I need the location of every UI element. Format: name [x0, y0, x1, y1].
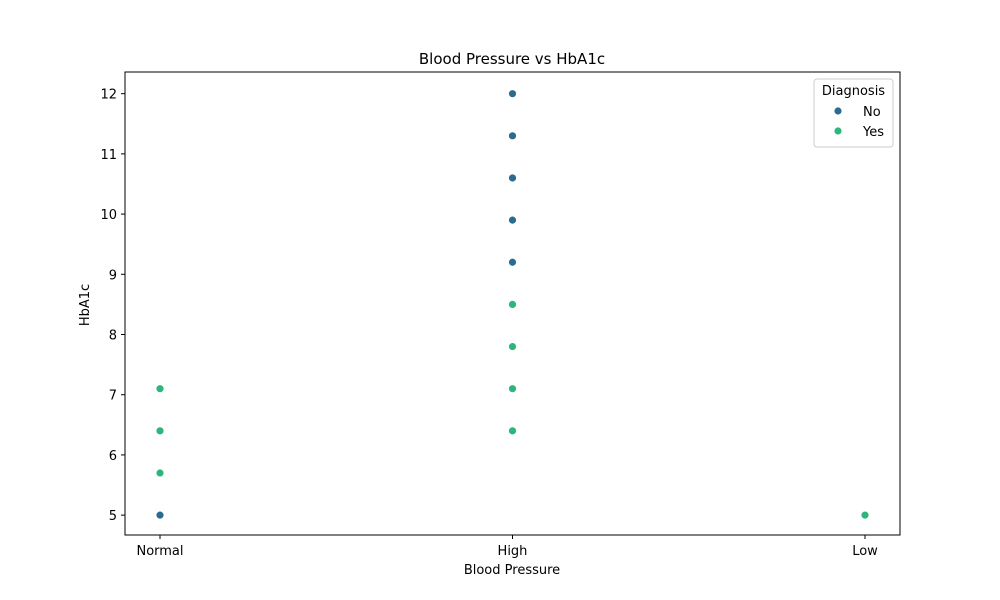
chart-title: Blood Pressure vs HbA1c	[419, 50, 605, 68]
data-point-yes	[155, 384, 165, 394]
axes: 5 6 7 8 9 10 11 12 Normal High Low	[100, 71, 901, 559]
data-point-yes	[860, 510, 870, 520]
data-point-no	[508, 215, 517, 225]
y-tick-label: 9	[109, 268, 117, 283]
x-tick-label: High	[498, 544, 528, 559]
legend-title: Diagnosis	[822, 84, 885, 99]
legend-marker-yes	[833, 126, 843, 136]
data-point-yes	[155, 426, 165, 436]
data-point-yes	[508, 300, 517, 309]
y-axis-label: HbA1c	[78, 284, 93, 326]
y-tick-label: 11	[100, 148, 117, 163]
x-axis-label: Blood Pressure	[464, 563, 560, 578]
y-tick-label: 8	[109, 329, 117, 344]
x-tick-label: Normal	[136, 544, 183, 559]
data-point-yes	[155, 468, 165, 478]
y-tick-label: 7	[109, 389, 117, 404]
y-tick-label: 5	[109, 509, 117, 524]
data-point-no	[155, 510, 165, 520]
y-tick-label: 10	[100, 208, 117, 223]
data-point-no	[508, 257, 517, 267]
data-point-yes	[508, 342, 517, 351]
legend-label-yes: Yes	[862, 125, 884, 140]
legend-label-no: No	[863, 105, 881, 120]
data-point-yes	[508, 384, 517, 394]
data-point-yes	[508, 426, 517, 436]
legend-marker-no	[833, 106, 843, 116]
x-tick-label: Low	[852, 544, 878, 559]
data-point-no	[508, 89, 517, 99]
data-point-no	[508, 131, 517, 141]
legend: Diagnosis No Yes	[813, 78, 894, 148]
data-point-no	[508, 173, 517, 183]
y-tick-label: 12	[100, 88, 117, 103]
data-points	[155, 89, 870, 520]
y-tick-label: 6	[109, 449, 117, 464]
